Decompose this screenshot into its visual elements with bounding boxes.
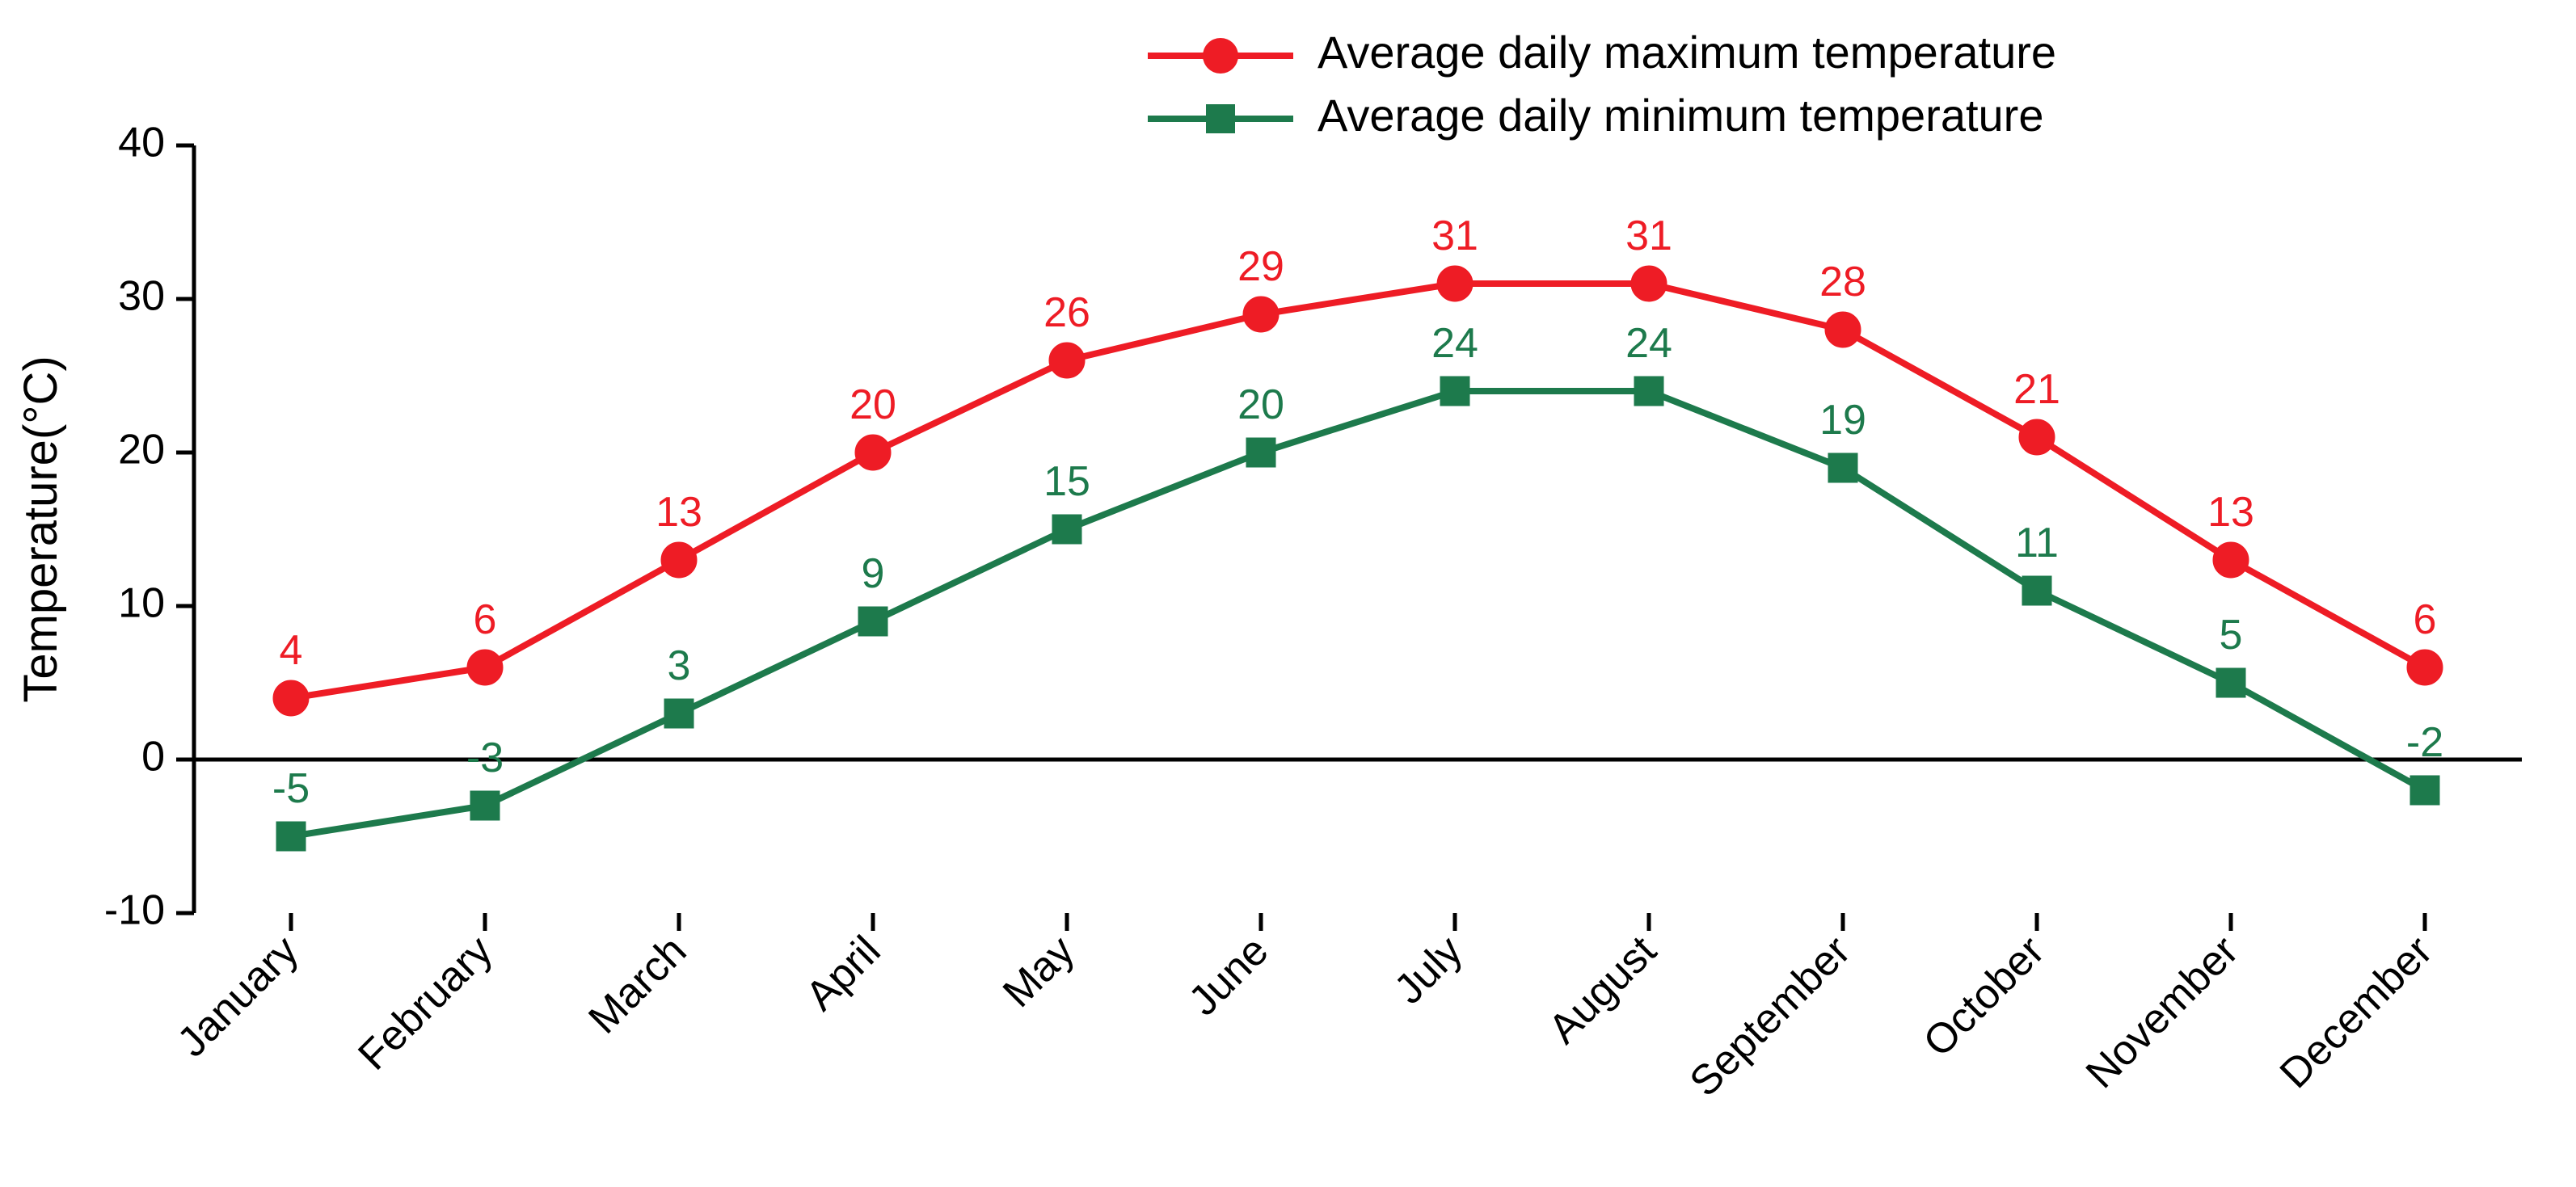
data-label-1: 20	[1237, 381, 1284, 428]
data-label-0: 6	[474, 596, 497, 643]
data-label-1: 9	[862, 550, 885, 597]
data-label-0: 20	[850, 381, 896, 428]
data-label-1: 19	[1819, 397, 1866, 444]
series-marker-1	[1634, 377, 1663, 406]
data-label-0: 13	[656, 489, 702, 536]
series-marker-0	[467, 650, 503, 685]
series-marker-0	[1243, 297, 1279, 332]
data-label-0: 6	[2414, 596, 2437, 643]
series-line-1	[291, 391, 2425, 836]
data-label-1: -5	[272, 765, 310, 812]
series-marker-1	[1052, 515, 1081, 544]
legend-marker-0	[1203, 38, 1238, 74]
series-marker-0	[1049, 343, 1085, 378]
series-marker-0	[2019, 419, 2055, 455]
x-tick-label: December	[2271, 927, 2442, 1097]
series-marker-1	[664, 699, 694, 728]
data-label-0: 21	[2013, 366, 2060, 413]
temperature-chart: -10 0 10 20 30 40 Temperature(°C) January Februa…	[0, 0, 2576, 1187]
x-tick-label: June	[1180, 927, 1278, 1025]
legend-label-0: Average daily maximum temperature	[1318, 27, 2056, 78]
series-marker-1	[2216, 668, 2245, 697]
series-marker-1	[470, 791, 500, 820]
data-label-1: 24	[1625, 320, 1672, 367]
series-marker-0	[855, 435, 891, 470]
x-tick-label: October	[1915, 927, 2054, 1066]
y-axis-title: Temperature(°C)	[15, 356, 67, 702]
series-marker-0	[1437, 266, 1473, 301]
series-line-0	[291, 284, 2425, 698]
series-marker-0	[1631, 266, 1667, 301]
data-label-1: 11	[2015, 520, 2059, 566]
legend-label-1: Average daily minimum temperature	[1318, 90, 2043, 141]
series-marker-1	[1828, 453, 1857, 482]
x-tick-label: November	[2077, 927, 2248, 1097]
series-marker-0	[2213, 542, 2249, 578]
data-label-0: 31	[1431, 213, 1478, 259]
y-tick-label: 40	[118, 120, 165, 166]
series-marker-0	[1825, 312, 1861, 347]
series-marker-1	[1246, 438, 1275, 467]
y-tick-label: 30	[118, 273, 165, 320]
y-tick-label: 20	[118, 427, 165, 474]
x-tick-label: May	[994, 927, 1083, 1016]
data-label-1: 15	[1043, 458, 1090, 505]
series-marker-1	[2410, 776, 2439, 805]
series-marker-1	[276, 822, 306, 851]
series-marker-0	[2407, 650, 2443, 685]
data-label-0: 28	[1819, 259, 1866, 305]
series-marker-0	[273, 680, 309, 716]
series-marker-1	[858, 607, 887, 636]
x-tick-label: January	[169, 927, 308, 1066]
x-tick-label: August	[1540, 927, 1666, 1053]
y-tick-label: 0	[141, 734, 165, 781]
data-label-0: 26	[1043, 289, 1090, 336]
data-label-0: 4	[280, 627, 303, 674]
x-tick-label: July	[1385, 927, 1471, 1012]
series-marker-1	[2022, 576, 2051, 605]
series-marker-0	[661, 542, 697, 578]
x-tick-label: April	[797, 927, 890, 1020]
data-label-0: 13	[2207, 489, 2254, 536]
y-tick-label: -10	[104, 887, 165, 934]
data-label-0: 31	[1625, 213, 1672, 259]
x-tick-label: September	[1681, 927, 1860, 1105]
data-label-1: -2	[2406, 719, 2443, 766]
chart-svg: -10 0 10 20 30 40 Temperature(°C) January Februa…	[0, 0, 2576, 1187]
series-marker-1	[1440, 377, 1469, 406]
data-label-0: 29	[1237, 243, 1284, 290]
x-tick-label: February	[349, 927, 501, 1079]
legend-marker-1	[1206, 104, 1235, 133]
data-label-1: 5	[2220, 612, 2243, 659]
x-tick-label: March	[580, 927, 695, 1042]
y-tick-label: 10	[118, 580, 165, 627]
data-label-1: 3	[668, 642, 691, 689]
data-label-1: 24	[1431, 320, 1478, 367]
data-label-1: -3	[466, 735, 504, 781]
